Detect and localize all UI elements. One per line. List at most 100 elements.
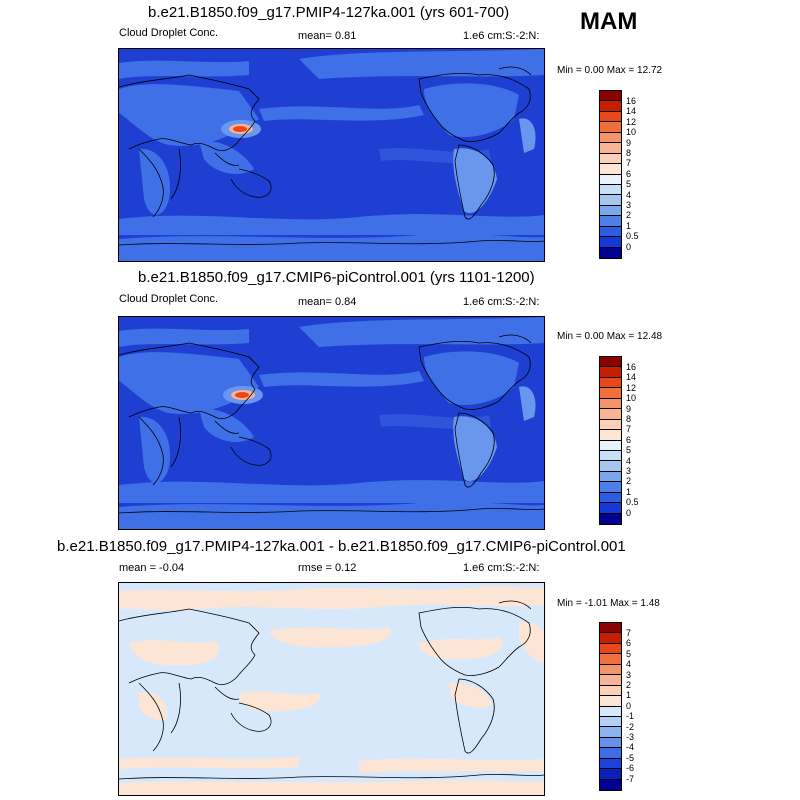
panel3-cbar-label: 1 <box>626 690 632 700</box>
colorbar-swatch <box>600 623 621 634</box>
panel2-mean: mean= 0.84 <box>298 296 357 308</box>
colorbar-swatch <box>600 440 621 451</box>
panel2-cbar-label: 12 <box>626 383 637 393</box>
colorbar-swatch <box>600 216 621 227</box>
colorbar-swatch <box>600 419 621 431</box>
panel2-cbar-label: 0.5 <box>626 497 639 507</box>
colorbar-swatch <box>600 513 621 524</box>
colorbar-swatch <box>600 377 621 389</box>
panel2-cbar-label: 6 <box>626 435 632 445</box>
panel3-cbar-label: 0 <box>626 701 632 711</box>
panel3-cbar-label: 3 <box>626 670 632 680</box>
colorbar-swatch <box>600 482 621 493</box>
panel2-cbar-label: 4 <box>626 456 632 466</box>
panel3-cbar-label: -3 <box>626 732 635 742</box>
panel3-map <box>118 582 545 796</box>
panel1-field-name: Cloud Droplet Conc. <box>119 27 219 39</box>
colorbar-swatch <box>600 205 621 217</box>
panel1-cbar-label: 12 <box>626 117 637 127</box>
panel2-cbar-label: 5 <box>626 445 632 455</box>
panel1-cbar-label: 8 <box>626 148 632 158</box>
colorbar-swatch <box>600 357 621 368</box>
colorbar-swatch <box>600 132 621 144</box>
colorbar-swatch <box>600 779 621 790</box>
panel3-units: 1.e6 cm:S:-2:N: <box>463 562 540 574</box>
panel3-rmse: rmse = 0.12 <box>298 562 357 574</box>
colorbar-swatch <box>600 727 621 738</box>
panel1-cbar-label: 1 <box>626 221 632 231</box>
colorbar-swatch <box>600 654 621 665</box>
panel1-cbar-label: 4 <box>626 190 632 200</box>
colorbar-swatch <box>600 461 621 472</box>
panel1-cbar-label: 0 <box>626 242 632 252</box>
panel1-cbar-label: 10 <box>626 127 637 137</box>
panel3-cbar-label: 6 <box>626 638 632 648</box>
panel2-cbar-label: 3 <box>626 466 632 476</box>
colorbar-swatch <box>600 367 621 378</box>
panel3-cbar-label: 5 <box>626 649 632 659</box>
colorbar-swatch <box>600 716 621 728</box>
colorbar-swatch <box>600 737 621 749</box>
colorbar-swatch <box>600 664 621 676</box>
colorbar-swatch <box>600 503 621 514</box>
panel3-cbar-label: 7 <box>626 628 632 638</box>
panel2-cbar-label: 16 <box>626 362 637 372</box>
panel1-cbar-label: 0.5 <box>626 231 639 241</box>
panel2-title: b.e21.B1850.f09_g17.CMIP6-piControl.001 … <box>138 269 535 286</box>
colorbar-swatch <box>600 388 621 399</box>
colorbar-swatch <box>600 706 621 717</box>
colorbar-swatch <box>600 398 621 410</box>
panel1-cbar-label: 6 <box>626 169 632 179</box>
colorbar-swatch <box>600 122 621 133</box>
season-label: MAM <box>580 8 638 35</box>
panel2-cbar-label: 7 <box>626 424 632 434</box>
panel1-cbar-label: 3 <box>626 200 632 210</box>
colorbar-swatch <box>600 226 621 238</box>
colorbar-swatch <box>600 409 621 420</box>
colorbar-swatch <box>600 696 621 707</box>
panel3-mean: mean = -0.04 <box>119 562 185 574</box>
panel2-units: 1.e6 cm:S:-2:N: <box>463 296 540 308</box>
panel3-minmax: Min = -1.01 Max = 1.48 <box>557 598 660 609</box>
colorbar-swatch <box>600 143 621 154</box>
panel2-colorbar <box>599 356 622 525</box>
panel3-colorbar <box>599 622 622 791</box>
colorbar-swatch <box>600 769 621 780</box>
colorbar-swatch <box>600 164 621 175</box>
panel2-cbar-label: 9 <box>626 404 632 414</box>
panel1-minmax: Min = 0.00 Max = 12.72 <box>557 65 663 76</box>
panel1-colorbar <box>599 90 622 259</box>
colorbar-swatch <box>600 195 621 206</box>
colorbar-swatch <box>600 247 621 258</box>
panel3-cbar-label: -7 <box>626 774 635 784</box>
panel3-cbar-label: 4 <box>626 659 632 669</box>
panel1-cbar-label: 5 <box>626 179 632 189</box>
panel1-map <box>118 48 545 262</box>
panel2-cbar-label: 10 <box>626 393 637 403</box>
colorbar-swatch <box>600 633 621 644</box>
colorbar-swatch <box>600 471 621 483</box>
colorbar-swatch <box>600 758 621 770</box>
panel2-cbar-label: 2 <box>626 476 632 486</box>
colorbar-swatch <box>600 643 621 655</box>
panel2-cbar-label: 1 <box>626 487 632 497</box>
panel2-cbar-label: 0 <box>626 508 632 518</box>
panel3-cbar-label: -2 <box>626 722 635 732</box>
panel1-mean: mean= 0.81 <box>298 30 357 42</box>
colorbar-swatch <box>600 675 621 686</box>
panel3-cbar-label: -5 <box>626 753 635 763</box>
panel3-cbar-label: -4 <box>626 742 635 752</box>
colorbar-swatch <box>600 153 621 165</box>
colorbar-swatch <box>600 174 621 185</box>
panel2-field-name: Cloud Droplet Conc. <box>119 293 219 305</box>
colorbar-swatch <box>600 450 621 462</box>
panel2-cbar-label: 14 <box>626 372 637 382</box>
panel1-cbar-label: 2 <box>626 210 632 220</box>
panel1-cbar-label: 16 <box>626 96 637 106</box>
colorbar-swatch <box>600 237 621 248</box>
panel2-cbar-label: 8 <box>626 414 632 424</box>
panel1-title: b.e21.B1850.f09_g17.PMIP4-127ka.001 (yrs… <box>148 4 510 21</box>
panel3-cbar-label: -6 <box>626 763 635 773</box>
colorbar-swatch <box>600 685 621 697</box>
colorbar-swatch <box>600 101 621 112</box>
